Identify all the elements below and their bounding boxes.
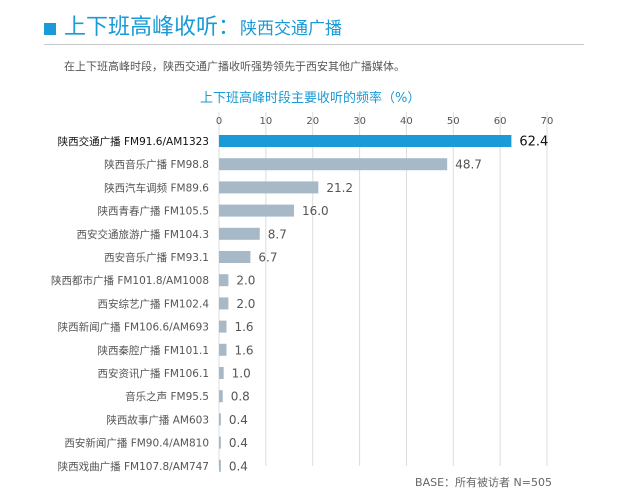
chart-grid (218, 112, 548, 466)
value-label: 2.0 (236, 297, 255, 311)
page-title-sub: 陕西交通广播 (240, 19, 343, 39)
value-label: 48.7 (455, 158, 482, 172)
bar (219, 413, 221, 426)
bar (219, 251, 251, 263)
chart-bars (219, 135, 512, 472)
chart-title: 上下班高峰时段主要收听的频率（%） (200, 91, 421, 106)
category-label: 陕西故事广播 AM603 (106, 413, 209, 426)
category-label: 西安综艺广播 FM102.4 (98, 297, 210, 310)
x-tick-label: 10 (259, 116, 272, 127)
value-label: 1.0 (232, 367, 251, 381)
bar (219, 459, 221, 472)
bar (219, 204, 294, 217)
value-label: 1.6 (234, 343, 253, 357)
value-label: 0.4 (229, 436, 248, 450)
category-label: 音乐之声 FM95.5 (125, 390, 209, 403)
x-tick-label: 20 (306, 116, 319, 127)
chart-value-labels: 62.448.721.216.08.76.72.02.01.61.61.00.8… (229, 135, 548, 474)
bar (219, 297, 229, 310)
value-label: 6.7 (258, 251, 277, 265)
value-label: 62.4 (519, 135, 548, 150)
bar (219, 181, 319, 194)
page-description: 在上下班高峰时段，陕西交通广播收听强势领先于西安其他广播媒体。 (64, 60, 405, 73)
header-accent-square (44, 23, 56, 35)
value-label: 0.4 (229, 459, 248, 473)
value-label: 1.6 (234, 320, 253, 334)
category-label: 陕西汽车调频 FM89.6 (104, 181, 209, 194)
category-label: 陕西音乐广播 FM98.8 (104, 158, 209, 171)
bar (219, 390, 223, 403)
bar (219, 367, 224, 379)
base-note: BASE：所有被访者 N=505 (415, 476, 552, 489)
bar (219, 436, 221, 449)
page-title-separator: ： (218, 15, 241, 40)
bar (219, 343, 227, 356)
bar (219, 158, 448, 171)
category-label: 陕西戏曲广播 FM107.8/AM747 (58, 460, 209, 473)
category-label: 西安交通旅游广播 FM104.3 (77, 228, 210, 241)
value-label: 0.8 (231, 390, 250, 404)
value-label: 21.2 (326, 181, 353, 195)
page-title: 上下班高峰收听：陕西交通广播 (64, 14, 342, 43)
value-label: 8.7 (268, 227, 287, 241)
x-tick-label: 30 (353, 116, 366, 127)
chart-category-labels: 陕西交通广播 FM91.6/AM1323 陕西音乐广播 FM98.8 陕西汽车调频 … (51, 135, 209, 473)
value-label: 2.0 (236, 274, 255, 288)
bar (219, 320, 227, 333)
header-divider (44, 44, 584, 45)
category-label: 陕西交通广播 FM91.6/AM1323 (58, 135, 209, 148)
x-tick-label: 40 (400, 116, 413, 127)
category-label: 陕西都市广播 FM101.8/AM1008 (51, 274, 209, 287)
value-label: 0.4 (229, 413, 248, 427)
category-label: 西安新闻广播 FM90.4/AM810 (64, 437, 209, 450)
bar (219, 274, 229, 287)
category-label: 陕西青春广播 FM105.5 (98, 205, 210, 218)
x-tick-label: 60 (494, 116, 507, 127)
bar (219, 135, 512, 147)
value-label: 16.0 (302, 204, 329, 218)
chart-x-ticks: 0 10 20 30 40 50 60 70 (216, 116, 554, 127)
x-tick-label: 70 (541, 116, 554, 127)
x-tick-label: 50 (447, 116, 460, 127)
category-label: 西安音乐广播 FM93.1 (104, 251, 209, 264)
bar (219, 227, 260, 240)
category-label: 西安资讯广播 FM106.1 (98, 367, 210, 380)
category-label: 陕西秦腔广播 FM101.1 (98, 344, 210, 357)
category-label: 陕西新闻广播 FM106.6/AM693 (58, 321, 209, 334)
page-title-main: 上下班高峰收听 (64, 15, 219, 40)
x-tick-label: 0 (216, 116, 222, 127)
